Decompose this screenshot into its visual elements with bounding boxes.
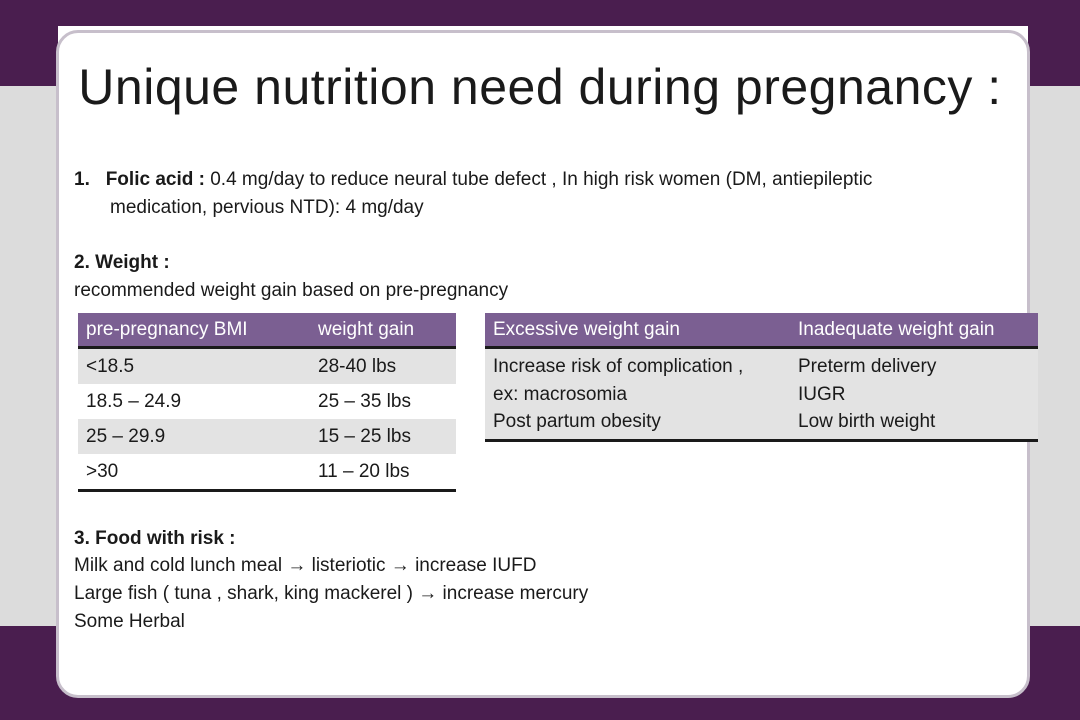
bmi-header-bmi: pre-pregnancy BMI (78, 313, 310, 349)
table-row: 25 – 29.9 15 – 25 lbs (78, 419, 456, 454)
inadequate-effects-cell: Preterm delivery IUGR Low birth weight (790, 347, 1038, 442)
table-row: <18.5 28-40 lbs (78, 347, 456, 384)
weight-subtext: recommended weight gain based on pre-pre… (74, 280, 509, 301)
list-item: Post partum obesity (493, 411, 661, 432)
bmi-cell: 18.5 – 24.9 (86, 390, 182, 412)
bmi-header-weight-gain: weight gain (310, 313, 456, 349)
food-line-1: Milk and cold lunch meal → listeriotic →… (74, 555, 537, 576)
weight-gain-cell: 25 – 35 lbs (318, 390, 411, 412)
bmi-table: pre-pregnancy BMI weight gain <18.5 28-4… (78, 313, 456, 492)
weight-gain-effects-table: Excessive weight gain Inadequate weight … (485, 313, 1038, 442)
bmi-cell: >30 (78, 454, 310, 492)
bmi-cell: <18.5 (78, 347, 310, 384)
table-row: Increase risk of complication , ex: macr… (485, 347, 1038, 442)
slide-title: Unique nutrition need during pregnancy : (78, 59, 1002, 115)
food-heading: 3. Food with risk : (74, 528, 236, 549)
frame-left (0, 26, 58, 86)
effects-header-row: Excessive weight gain Inadequate weight … (485, 313, 1038, 349)
list-item: IUGR (798, 383, 846, 405)
header-inadequate: Inadequate weight gain (790, 313, 1038, 349)
folic-number: 1. (74, 169, 90, 190)
frame-left-side (0, 86, 58, 626)
frame-right (1028, 26, 1080, 86)
table-row: 18.5 – 24.9 25 – 35 lbs (78, 384, 456, 419)
list-item: Preterm delivery (798, 356, 937, 377)
list-item: ex: macrosomia (493, 383, 628, 405)
list-item: Low birth weight (798, 411, 936, 432)
weight-heading: 2. Weight : (74, 252, 170, 273)
weight-gain-cell: 11 – 20 lbs (310, 454, 456, 492)
food-line-2: Large fish ( tuna , shark, king mackerel… (74, 583, 589, 604)
weight-gain-cell: 28-40 lbs (310, 347, 456, 384)
folic-text-line1: 0.4 mg/day to reduce neural tube defect … (204, 169, 873, 190)
folic-text-line2: medication, pervious NTD): 4 mg/day (110, 197, 424, 218)
header-excessive: Excessive weight gain (485, 313, 790, 349)
bmi-table-header-row: pre-pregnancy BMI weight gain (78, 313, 456, 349)
weight-gain-cell: 15 – 25 lbs (310, 419, 456, 454)
frame-top (0, 0, 1080, 26)
excessive-effects-cell: Increase risk of complication , ex: macr… (485, 347, 790, 442)
list-item: Increase risk of complication , (493, 356, 744, 377)
bmi-cell: 25 – 29.9 (78, 419, 310, 454)
folic-label: Folic acid : (105, 169, 205, 190)
food-line-3: Some Herbal (74, 611, 185, 632)
folic-acid-item: 1. Folic acid : 0.4 mg/day to reduce neu… (74, 166, 872, 194)
table-row: >30 11 – 20 lbs (78, 454, 456, 492)
